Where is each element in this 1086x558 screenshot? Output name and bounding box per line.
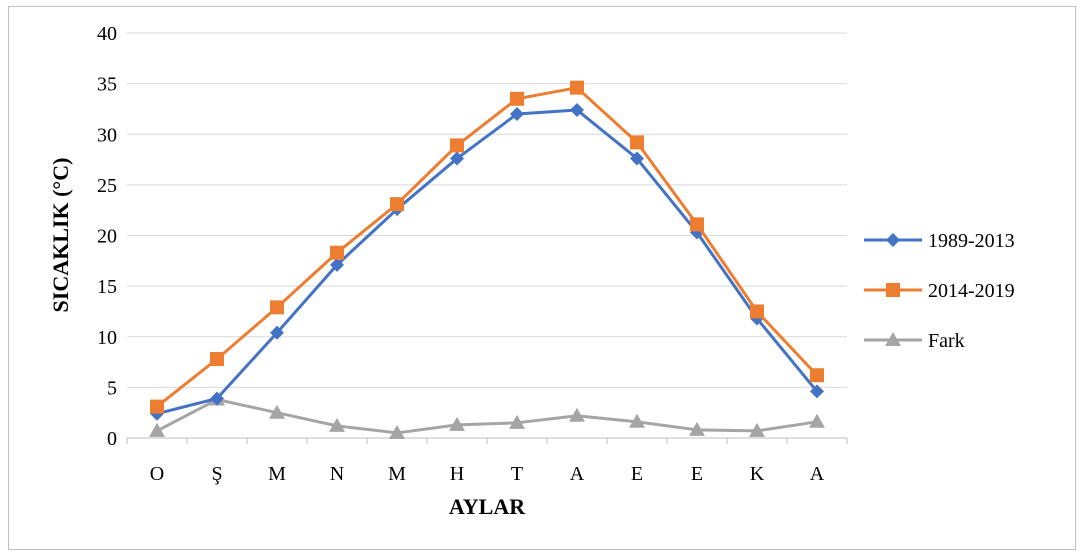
data-point	[509, 414, 525, 429]
data-point	[330, 245, 344, 260]
y-tick-label: 20	[97, 226, 117, 248]
y-tick-label: 35	[97, 74, 117, 96]
data-point	[450, 138, 464, 153]
data-point	[449, 416, 465, 431]
x-tick-label: T	[511, 463, 523, 485]
x-tick-label: A	[810, 463, 825, 485]
x-tick-label: H	[450, 463, 464, 485]
x-tick-label: M	[388, 463, 406, 485]
y-tick-label: 25	[97, 175, 117, 197]
y-tick-label: 40	[97, 23, 117, 45]
data-point	[689, 421, 705, 436]
legend-label: 2014-2019	[928, 280, 1015, 302]
y-tick-label: 0	[107, 428, 117, 450]
data-point	[629, 413, 645, 428]
x-tick-label: Ş	[211, 463, 222, 485]
data-point	[270, 325, 284, 340]
series-line	[156, 108, 819, 416]
legend-item: Fark	[864, 330, 965, 352]
data-point	[450, 151, 464, 166]
series-line	[156, 86, 819, 408]
data-point	[329, 417, 345, 432]
data-point	[269, 404, 285, 419]
axes	[126, 437, 848, 444]
data-point	[210, 352, 224, 367]
x-tick-label: N	[330, 463, 344, 485]
legend-marker	[885, 332, 901, 346]
data-point	[270, 300, 284, 315]
data-point	[690, 217, 704, 232]
gridlines	[127, 32, 847, 388]
data-point	[630, 135, 644, 150]
data-point	[569, 407, 585, 422]
data-point	[630, 151, 644, 166]
x-tick-label: K	[750, 463, 765, 485]
data-point	[330, 257, 344, 272]
data-point	[749, 422, 765, 437]
data-point	[570, 102, 584, 117]
x-tick-label: M	[268, 463, 286, 485]
series-line	[156, 398, 818, 435]
x-tick-label: A	[570, 463, 585, 485]
legend-marker	[886, 233, 900, 247]
y-axis-title: SICAKLIK (°C)	[48, 158, 73, 313]
data-point	[210, 391, 224, 406]
y-tick-label: 5	[107, 377, 117, 399]
y-tick-label: 15	[97, 276, 117, 298]
legend-label: 1989-2013	[928, 230, 1015, 252]
data-point	[150, 399, 164, 414]
data-point	[809, 413, 825, 428]
data-point	[570, 80, 584, 95]
y-tick-label: 10	[97, 327, 117, 349]
data-point	[750, 304, 764, 319]
data-point	[810, 384, 824, 399]
data-point	[390, 197, 404, 212]
legend-label: Fark	[928, 330, 965, 352]
legend-marker	[886, 283, 900, 297]
y-axis-ticks: 0 5 10 15 20 25 30 35 40	[97, 23, 117, 450]
series-2014-2019	[150, 80, 824, 414]
series-group	[149, 80, 825, 439]
x-tick-label: O	[150, 463, 164, 485]
data-point	[810, 368, 824, 383]
x-axis-title: AYLAR	[449, 494, 526, 519]
x-tick-label: E	[691, 463, 703, 485]
x-tick-label: E	[631, 463, 643, 485]
legend-item: 2014-2019	[864, 280, 1015, 302]
legend-item: 1989-2013	[864, 230, 1015, 252]
series-Fark	[149, 391, 825, 439]
chart-frame	[8, 6, 1076, 550]
data-point	[389, 424, 405, 439]
data-point	[510, 91, 524, 106]
data-point	[510, 107, 524, 121]
y-tick-label: 30	[97, 124, 117, 146]
legend: 1989-2013 2014-2019 Fark	[864, 230, 1015, 352]
data-point	[149, 422, 165, 437]
